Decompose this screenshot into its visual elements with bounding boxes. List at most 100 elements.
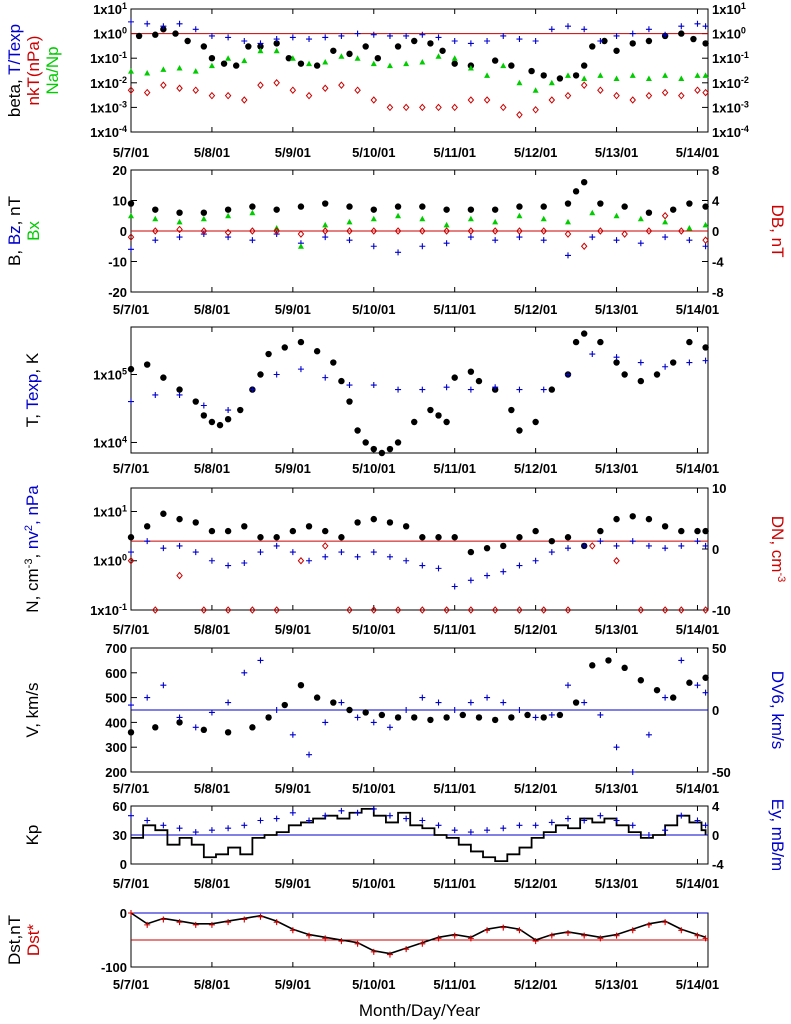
data-point xyxy=(597,227,604,235)
plot-frame xyxy=(130,326,709,454)
x-tick-label: 5/9/01 xyxy=(275,302,311,317)
y2-tick-label: 50 xyxy=(712,641,726,656)
data-point xyxy=(200,726,208,734)
x-tick-label: 5/7/01 xyxy=(113,781,149,796)
data-point xyxy=(289,809,296,816)
data-point xyxy=(645,37,653,45)
x-tick-label: 5/14/01 xyxy=(676,977,719,992)
data-point xyxy=(580,62,588,69)
data-point xyxy=(403,557,410,564)
data-point xyxy=(257,657,264,664)
data-point xyxy=(249,606,256,614)
data-point xyxy=(152,724,159,731)
data-point xyxy=(208,557,215,564)
data-point xyxy=(451,932,458,939)
data-point xyxy=(192,724,199,731)
data-point xyxy=(354,55,361,61)
data-point xyxy=(516,927,523,934)
data-point xyxy=(306,817,313,824)
y2-tick-label: 1x10-3 xyxy=(712,99,749,115)
data-point xyxy=(516,227,523,235)
series-nkt-npa- xyxy=(127,79,709,119)
data-point xyxy=(160,26,167,33)
x-tick-label: 5/12/01 xyxy=(514,145,557,160)
data-point xyxy=(297,230,305,238)
data-point xyxy=(265,714,272,721)
x-tick-label: 5/9/01 xyxy=(275,461,311,476)
x-tick-label: 5/7/01 xyxy=(113,461,149,476)
right-axis-label: Ey, mB/m xyxy=(768,799,787,871)
x-tick-label: 5/12/01 xyxy=(514,622,557,637)
data-point xyxy=(144,538,151,545)
data-point xyxy=(152,215,159,222)
data-point xyxy=(451,707,458,713)
data-point xyxy=(289,527,297,535)
data-point xyxy=(273,36,280,43)
data-point xyxy=(176,20,183,27)
series-t xyxy=(127,330,709,457)
data-point xyxy=(322,527,329,535)
data-point xyxy=(484,927,491,934)
data-point xyxy=(281,344,288,351)
data-point xyxy=(322,234,329,241)
data-point xyxy=(225,407,232,414)
data-point xyxy=(451,534,458,541)
data-point xyxy=(580,179,588,186)
data-point xyxy=(322,200,329,207)
data-point xyxy=(435,699,442,706)
x-tick-label: 5/11/01 xyxy=(433,461,476,476)
data-point xyxy=(484,572,491,579)
data-point xyxy=(435,34,442,41)
x-tick-label: 5/10/01 xyxy=(352,302,395,317)
data-point xyxy=(678,927,685,934)
x-tick-label: 5/9/01 xyxy=(275,781,311,796)
y2-tick-label: 1x101 xyxy=(712,1,746,17)
data-point xyxy=(419,694,426,701)
series-b xyxy=(127,179,709,216)
data-point xyxy=(613,932,620,939)
data-point xyxy=(249,209,256,216)
data-point xyxy=(330,699,337,706)
data-point xyxy=(370,805,377,812)
data-point xyxy=(629,96,637,104)
y-tick-label: 600 xyxy=(105,666,127,681)
data-point xyxy=(443,714,450,721)
data-point xyxy=(467,935,474,942)
data-point xyxy=(386,519,394,526)
data-point xyxy=(492,384,499,391)
data-point xyxy=(451,60,458,67)
data-point xyxy=(338,81,345,89)
data-point xyxy=(702,674,709,681)
data-point xyxy=(694,932,701,939)
data-point xyxy=(564,200,572,207)
y2-tick-label: 8 xyxy=(712,163,719,178)
data-point xyxy=(572,338,580,346)
data-point xyxy=(370,382,377,389)
y-tick-label: 1x105 xyxy=(93,367,127,383)
data-point xyxy=(370,227,378,235)
x-tick-label: 5/11/01 xyxy=(433,622,476,637)
data-point xyxy=(402,103,410,112)
data-point xyxy=(378,711,386,719)
data-point xyxy=(160,374,167,381)
y2-tick-label: 10 xyxy=(712,481,726,496)
data-point xyxy=(305,523,313,530)
data-point xyxy=(176,919,183,926)
data-point xyxy=(128,398,134,405)
plot-frame xyxy=(130,8,709,133)
data-point xyxy=(297,203,305,210)
data-point xyxy=(435,534,442,541)
data-point xyxy=(313,348,321,355)
data-point xyxy=(394,43,402,50)
data-point xyxy=(613,47,620,54)
data-point xyxy=(297,366,304,373)
data-point xyxy=(540,237,547,244)
data-point xyxy=(176,386,183,393)
data-point xyxy=(548,386,556,393)
data-point xyxy=(216,421,224,429)
data-point xyxy=(273,707,280,713)
data-point xyxy=(192,68,199,74)
data-point xyxy=(192,398,199,405)
data-point xyxy=(581,932,588,939)
data-point xyxy=(467,227,475,235)
